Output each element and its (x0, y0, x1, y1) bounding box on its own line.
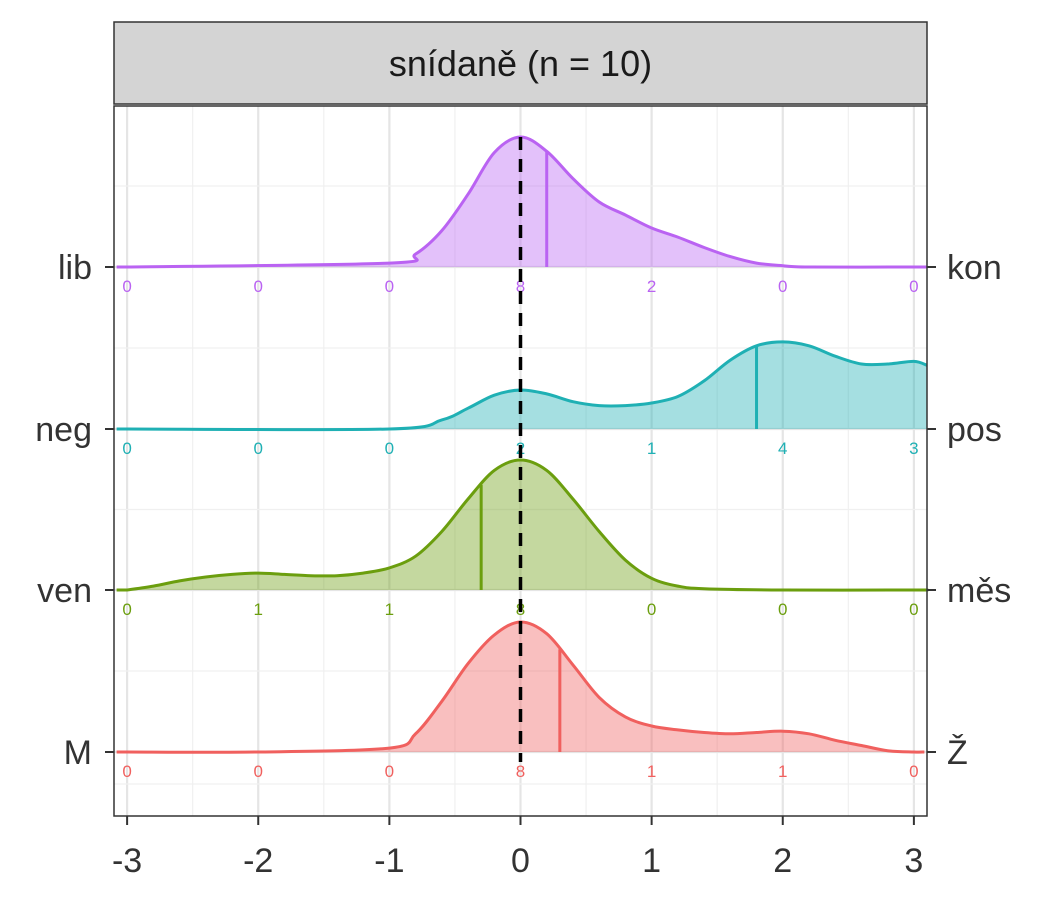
x-tick-label: 0 (511, 842, 530, 880)
count-label: 0 (909, 277, 918, 296)
count-label: 1 (385, 600, 394, 619)
density-area (116, 460, 928, 591)
count-label: 8 (516, 277, 525, 296)
density-line (116, 458, 929, 592)
count-label: 1 (254, 600, 263, 619)
count-label: 0 (647, 600, 656, 619)
count-label: 0 (254, 439, 263, 458)
count-label: 2 (647, 277, 656, 296)
x-tick-label: -1 (374, 842, 404, 880)
count-label: 4 (778, 439, 787, 458)
x-tick-label: 2 (773, 842, 792, 880)
count-label: 1 (647, 439, 656, 458)
y-right-label: pos (947, 411, 1002, 449)
strip-title: snídaně (n = 10) (389, 43, 652, 84)
density-line (116, 340, 928, 432)
density-line (116, 135, 928, 269)
density-row-lib-kon: 0 0 0 8 2 0 0 (116, 135, 928, 296)
count-label: 0 (122, 439, 131, 458)
density-area (116, 341, 928, 430)
count-label: 0 (254, 762, 263, 781)
y-right-label: Ž (947, 734, 968, 772)
x-tick-label: -3 (112, 842, 142, 880)
count-label: 0 (122, 762, 131, 781)
x-tick-label: -2 (243, 842, 273, 880)
count-label: 0 (122, 277, 131, 296)
y-left-label: ven (37, 572, 92, 610)
count-label: 0 (909, 762, 918, 781)
x-tick-label: 1 (642, 842, 661, 880)
count-label: 0 (385, 762, 394, 781)
strip-background (113, 21, 928, 105)
count-label: 1 (778, 762, 787, 781)
count-label: 0 (254, 277, 263, 296)
count-label: 0 (385, 277, 394, 296)
count-label: 1 (647, 762, 656, 781)
y-left-label: lib (58, 249, 92, 287)
count-label: 3 (909, 439, 918, 458)
count-label: 0 (122, 600, 131, 619)
count-label: 0 (778, 600, 787, 619)
y-left-label: M (64, 734, 92, 772)
density-line (116, 620, 925, 754)
density-area (116, 136, 926, 268)
y-right-label: kon (947, 249, 1002, 287)
y-right-label: měs (947, 572, 1011, 610)
x-tick-label: 3 (904, 842, 923, 880)
count-label: 0 (778, 277, 787, 296)
strip-header: snídaně (n = 10) (113, 21, 928, 105)
count-label: 0 (909, 600, 918, 619)
y-left-label: neg (35, 411, 92, 449)
count-label: 0 (385, 439, 394, 458)
count-label: 8 (516, 762, 525, 781)
